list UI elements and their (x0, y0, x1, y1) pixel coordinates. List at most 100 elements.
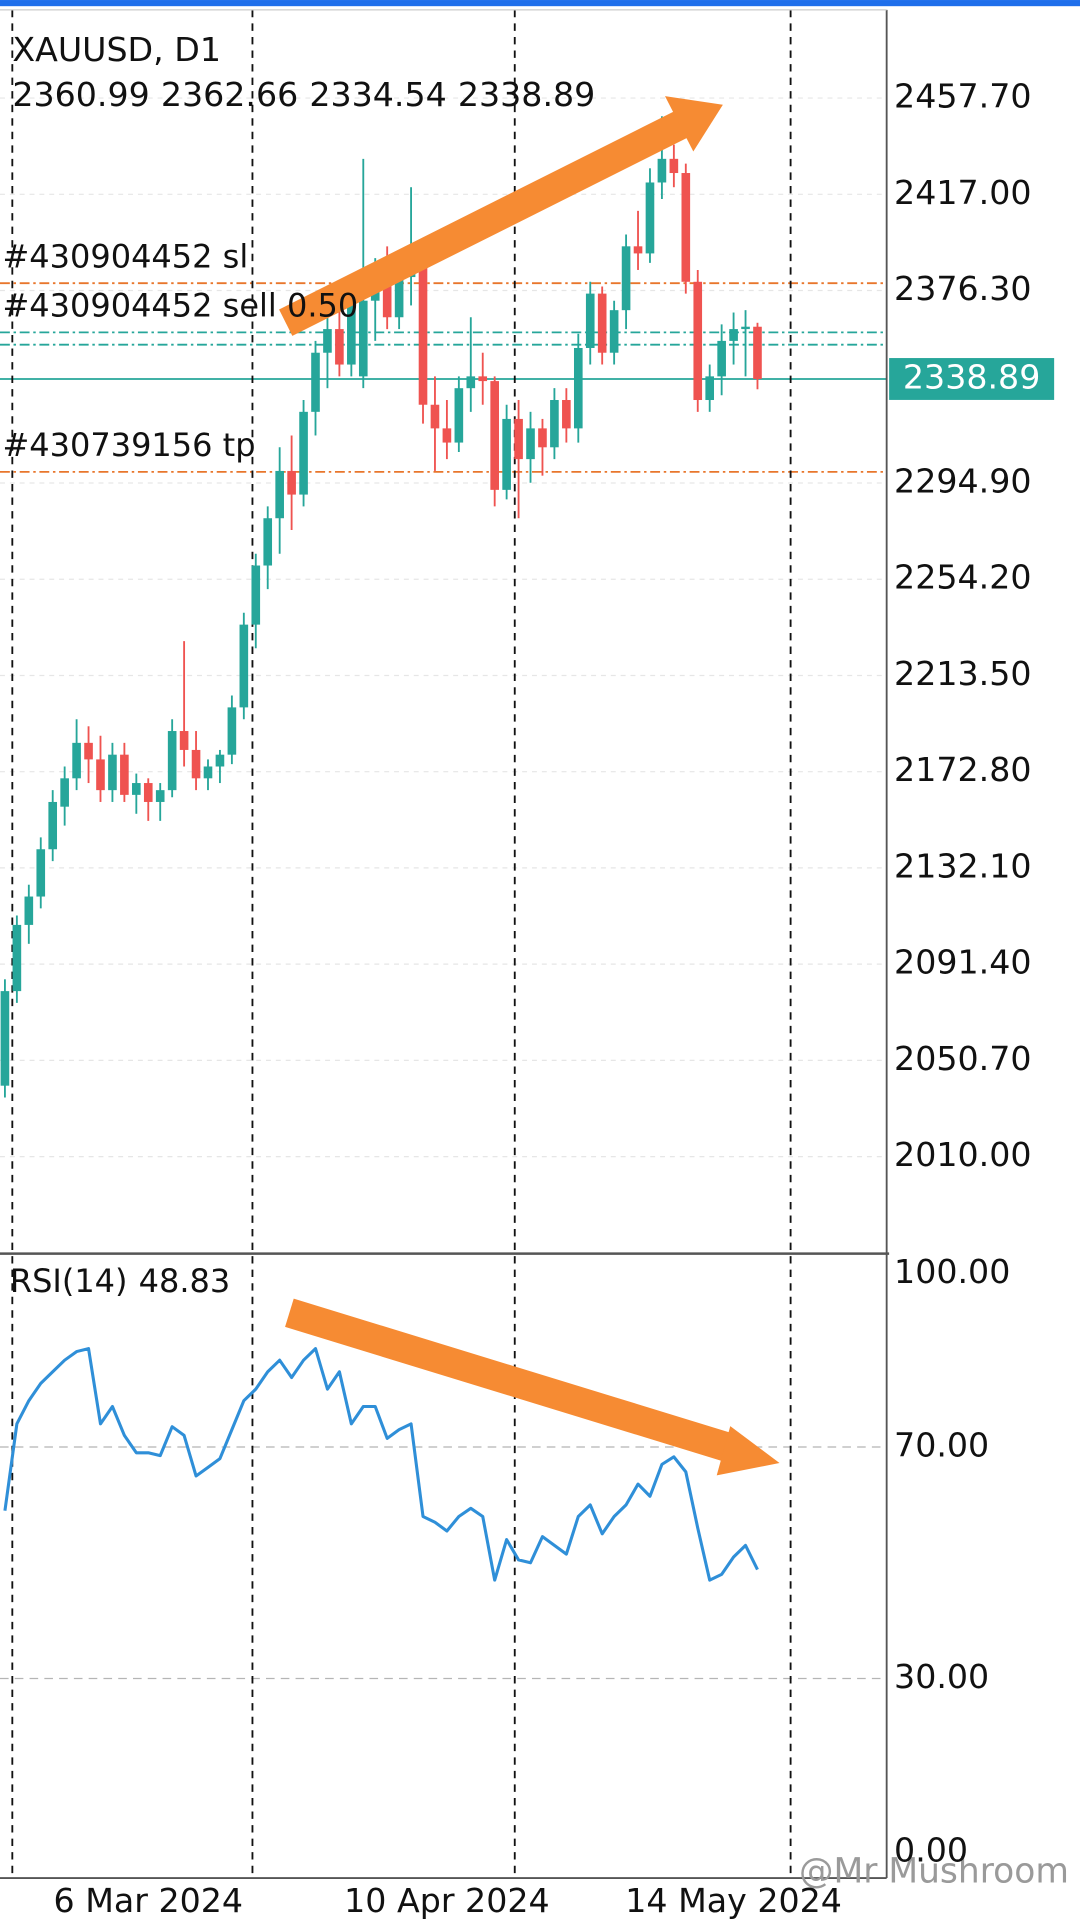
candle-body (538, 428, 547, 448)
y-tick-label: 2417.00 (894, 173, 1031, 212)
y-tick-label: 2213.50 (894, 654, 1031, 693)
candle-body (633, 246, 643, 254)
candle-body (693, 281, 703, 401)
text-layer: XAUUSD, D1 2360.99 2362.66 2334.54 2338.89 … (2, 30, 1068, 1920)
top-bar (0, 0, 1080, 7)
rsi-title: RSI(14) 48.83 (10, 1262, 230, 1300)
candle-body (191, 749, 201, 779)
candle-body (514, 418, 523, 460)
x-tick-label: 6 Mar 2024 (53, 1881, 243, 1920)
y-tick-label: 2254.20 (894, 558, 1031, 597)
candle-body (526, 428, 535, 460)
candle-body (60, 778, 69, 807)
candle-body (753, 326, 762, 379)
candle-body (84, 742, 93, 760)
price-badge-label: 2338.89 (903, 357, 1040, 396)
rsi-line (3, 1347, 759, 1582)
y-tick-label: 2172.80 (894, 750, 1031, 789)
candle-body (418, 258, 428, 405)
y-tick-label: 2050.70 (894, 1039, 1031, 1078)
ohlc-high: 2362.66 (161, 75, 298, 114)
candle-body (562, 400, 571, 429)
candle-body (143, 783, 153, 802)
candle-body (167, 731, 177, 791)
order-label: #430904452 sl (2, 238, 248, 276)
candle-body (239, 624, 249, 708)
candle-body (311, 352, 320, 412)
y-tick-label: 2132.10 (894, 846, 1031, 885)
candle-body (573, 347, 583, 429)
order-label: #430904452 sell 0.50 (2, 287, 358, 325)
candle-body (12, 924, 22, 992)
y-tick-label: 2091.40 (894, 943, 1031, 982)
marks-layer (0, 116, 762, 1582)
candle-body (323, 329, 332, 353)
x-tick-label: 14 May 2024 (625, 1881, 842, 1920)
candle-body (155, 790, 165, 802)
candle-body (215, 754, 225, 767)
candle-body (657, 158, 667, 183)
candle-body (251, 565, 261, 625)
candle-body (466, 376, 476, 389)
candle-body (96, 759, 105, 791)
watermark: @Mr Mushroom (799, 1852, 1069, 1892)
y-tick-label: 2294.90 (894, 461, 1031, 500)
y-tick-label: 70.00 (894, 1426, 989, 1465)
y-tick-label: 2010.00 (894, 1135, 1031, 1174)
candle-body (287, 470, 296, 495)
candle-body (36, 849, 46, 897)
candle-body (24, 896, 34, 925)
chart-title: XAUUSD, D1 (12, 30, 221, 69)
y-tick-label: 2457.70 (894, 77, 1031, 116)
ohlc-open: 2360.99 (12, 75, 149, 114)
candle-body (299, 411, 308, 495)
candle-body (335, 329, 344, 365)
rsi-name: RSI(14) (10, 1262, 128, 1300)
y-tick-label: 0.00 (894, 1831, 968, 1870)
candle-body (669, 158, 679, 174)
ohlc-close: 2338.89 (458, 75, 595, 114)
candle-body (621, 246, 631, 311)
candle-body (358, 300, 368, 377)
candle-body (645, 182, 655, 254)
candle-body (120, 754, 129, 795)
candle-body (597, 293, 607, 353)
candle-body (550, 400, 559, 448)
candle-body (382, 269, 392, 318)
candle-body (454, 388, 464, 443)
candle-body (430, 404, 440, 429)
candle-body (394, 277, 404, 318)
candle-body (263, 518, 273, 566)
price-badge (889, 358, 1055, 400)
x-tick-label: 10 Apr 2024 (344, 1881, 550, 1920)
frame (0, 9, 890, 1879)
candle-body (609, 310, 619, 353)
candle-body (490, 381, 499, 490)
candle-body (227, 707, 237, 755)
ohlc-low: 2334.54 (309, 75, 446, 114)
candle-body (72, 742, 81, 779)
order-label: #430739156 tp (2, 426, 255, 464)
candle-body (741, 326, 750, 330)
candle-body (717, 340, 726, 377)
y-tick-label: 2376.30 (894, 269, 1031, 308)
y-tick-label: 100.00 (894, 1252, 1010, 1291)
candle-body (705, 376, 715, 401)
candle-body (681, 173, 691, 282)
candle-body (729, 329, 738, 341)
candle-body (442, 428, 452, 443)
candle-body (203, 766, 213, 779)
candle-body (502, 418, 511, 490)
candle-body (0, 991, 10, 1086)
candle-body (347, 305, 356, 365)
candle-body (585, 293, 595, 348)
ohlc-readout: 2360.99 2362.66 2334.54 2338.89 (12, 75, 595, 114)
candle-body (179, 731, 189, 750)
arrows (279, 96, 780, 1476)
rsi-value: 48.83 (139, 1262, 231, 1300)
y-tick-label: 30.00 (894, 1657, 989, 1696)
candle-body (108, 754, 117, 791)
candle-body (478, 376, 488, 382)
